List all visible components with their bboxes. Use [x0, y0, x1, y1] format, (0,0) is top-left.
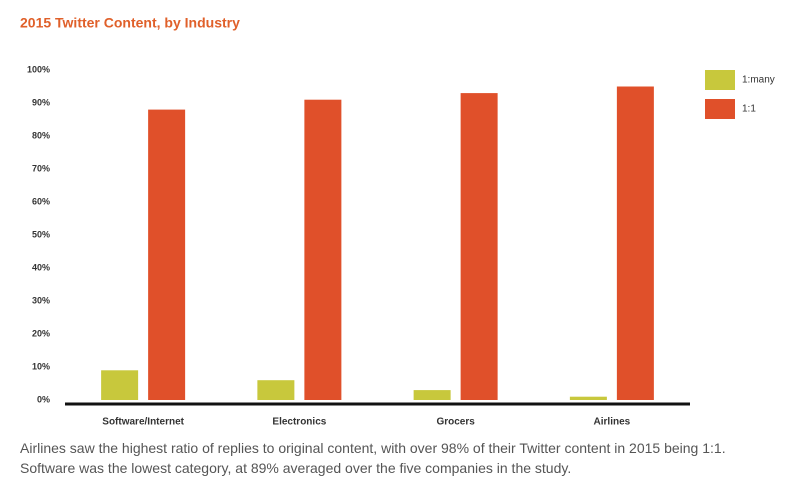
- y-tick-label: 40%: [32, 262, 50, 272]
- bar: [569, 396, 607, 400]
- legend-swatch: [705, 99, 735, 119]
- y-tick-label: 80%: [32, 130, 50, 140]
- y-tick-label: 50%: [32, 229, 50, 239]
- x-tick-label: Airlines: [594, 417, 631, 428]
- legend-label: 1:1: [742, 104, 756, 115]
- bar: [413, 390, 451, 400]
- x-tick-label: Grocers: [436, 417, 475, 428]
- y-tick-label: 60%: [32, 196, 50, 206]
- bar: [148, 109, 186, 400]
- y-tick-label: 0%: [37, 394, 50, 404]
- bar: [616, 86, 654, 400]
- x-tick-label: Electronics: [272, 417, 326, 428]
- bar: [460, 93, 498, 400]
- y-tick-label: 10%: [32, 361, 50, 371]
- x-tick-label: Software/Internet: [102, 417, 184, 428]
- bar: [304, 99, 342, 400]
- bar: [101, 370, 139, 400]
- y-tick-label: 20%: [32, 328, 50, 338]
- chart: 2015 Twitter Content, by Industry 0% 10% 2…: [20, 15, 775, 428]
- legend-label: 1:many: [742, 75, 775, 86]
- y-tick-label: 70%: [32, 163, 50, 173]
- caption: Airlines saw the highest ratio of replie…: [20, 440, 726, 476]
- legend-swatch: [705, 70, 735, 90]
- bar: [257, 380, 295, 400]
- chart-title: 2015 Twitter Content, by Industry: [20, 15, 240, 31]
- y-tick-label: 100%: [27, 64, 50, 74]
- y-tick-label: 30%: [32, 295, 50, 305]
- y-tick-label: 90%: [32, 97, 50, 107]
